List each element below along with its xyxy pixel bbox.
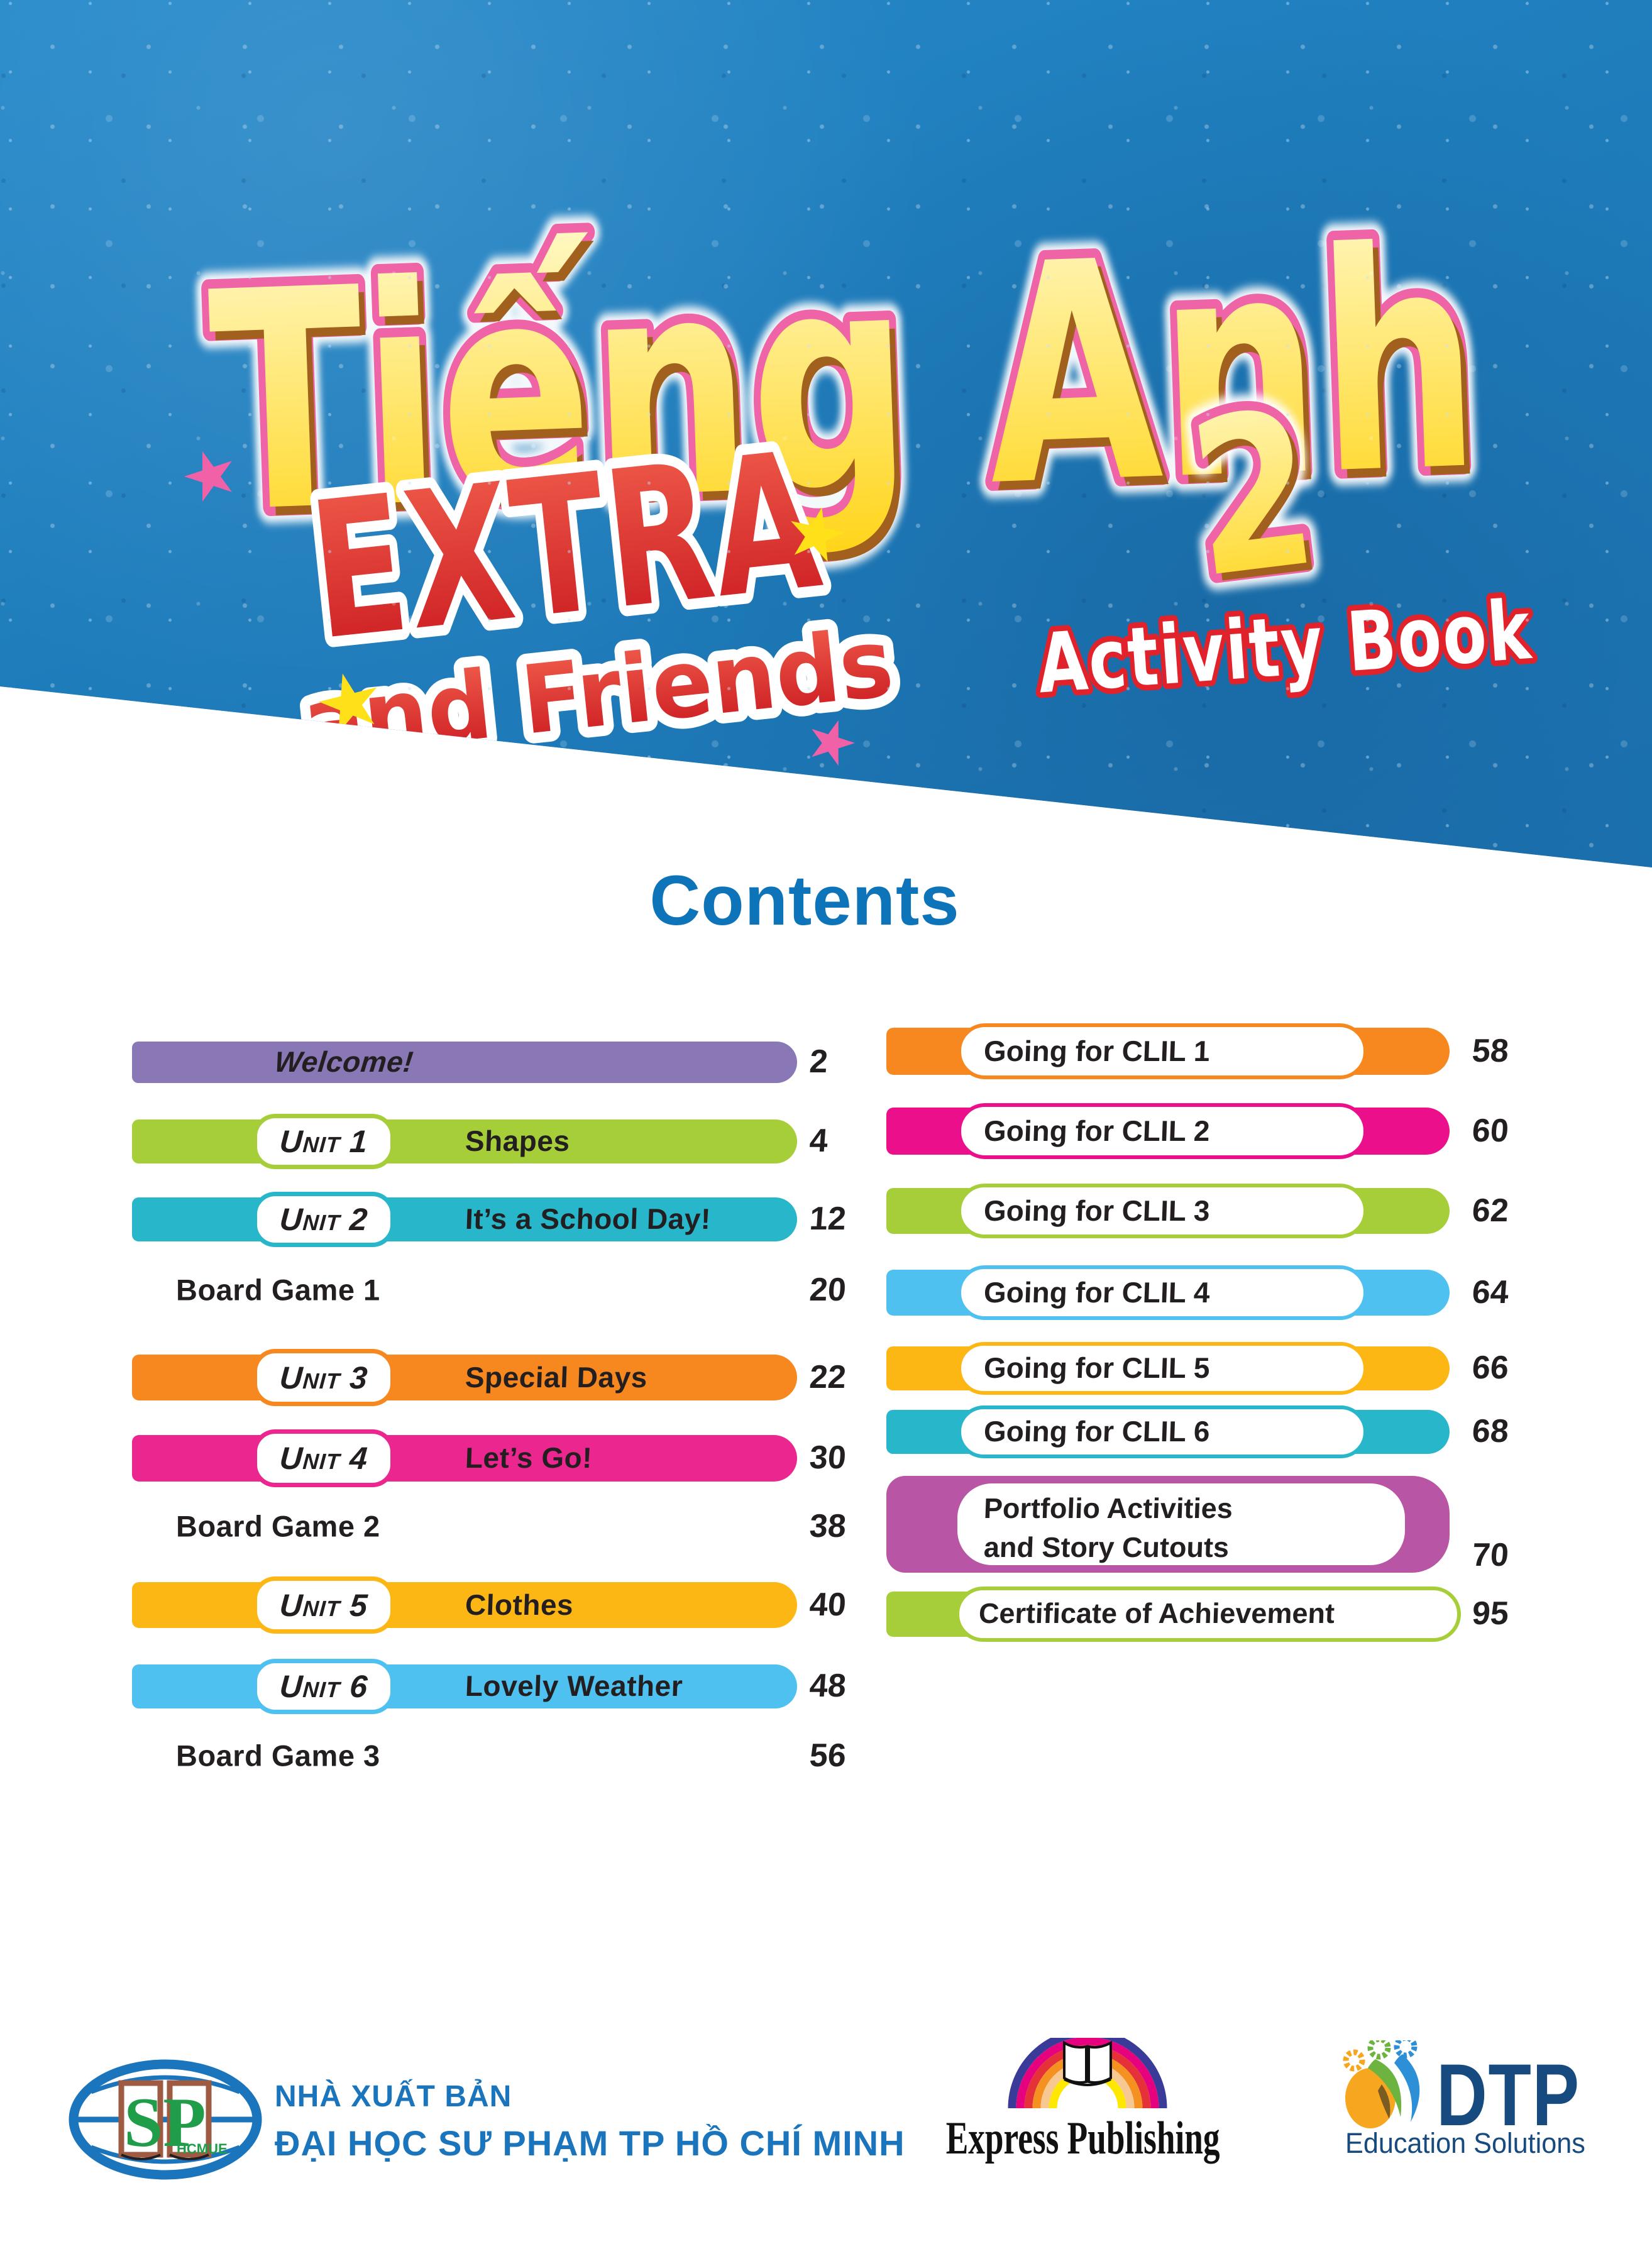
toc-label: Going for CLIL 3 (983, 1194, 1211, 1227)
toc-row-clil-4: Going for CLIL 4 64 (0, 1265, 1652, 1320)
cover-banner: Tiếng Anh Tiếng Anh Tiếng Anh Tiếng Anh … (0, 0, 1652, 867)
toc-label: Going for CLIL 2 (983, 1114, 1211, 1147)
page-number: 58 (1470, 1032, 1510, 1069)
toc-row-unit-5: Unit 5 Clothes 40 (0, 1576, 1652, 1634)
toc-row-welcome: Welcome! 2 (0, 1042, 1652, 1083)
clil-badge (957, 1342, 1367, 1395)
toc-row-unit-2: Unit 2 It’s a School Day! 12 (0, 1192, 1652, 1247)
toc-row-certificate: Certificate of Achievement 95 (0, 1587, 1652, 1642)
toc-label: Going for CLIL 5 (983, 1351, 1211, 1384)
logo-title-shadow: Tiếng Anh (211, 193, 1490, 588)
page-number: 64 (1470, 1273, 1510, 1311)
toc-label: Board Game 1 (176, 1273, 380, 1307)
page-number: 48 (808, 1667, 847, 1704)
logo-title-glow: Tiếng Anh (205, 184, 1484, 580)
toc-label: Board Game 3 (176, 1739, 380, 1773)
sp-logo-letters: SP (124, 2084, 206, 2162)
book-type-fill: Activity Book (1035, 583, 1535, 712)
unit-badge: Unit 1 (253, 1114, 395, 1169)
toc-row-clil-2: Going for CLIL 2 60 (0, 1103, 1652, 1159)
logo-title-outline: Tiếng Anh (205, 184, 1484, 580)
pink-star-icon (184, 451, 233, 502)
unit-badge: Unit 4 (253, 1429, 395, 1487)
toc-row-board-game-3: Board Game 3 56 (0, 1737, 1652, 1776)
toc-bar (132, 1664, 797, 1708)
dtp-subtitle: Education Solutions (1345, 2127, 1590, 2160)
toc-bar (132, 1197, 797, 1241)
dtp-logo-icon (1343, 2040, 1420, 2128)
page-number: 60 (1470, 1112, 1510, 1149)
unit-badge-label: Unit 6 (278, 1669, 370, 1704)
cover-banner-art: Tiếng Anh Tiếng Anh Tiếng Anh Tiếng Anh … (184, 170, 1539, 789)
toc-label: Certificate of Achievement (978, 1597, 1335, 1629)
clil-badge (957, 1265, 1367, 1320)
page-number: 62 (1470, 1192, 1510, 1229)
sp-logo-sub: HCMUE (177, 2141, 228, 2157)
portfolio-badge (957, 1483, 1405, 1565)
pink-star-icon (812, 720, 855, 766)
dtp-label: DTP (1436, 2045, 1580, 2144)
yellow-star-icon (791, 507, 845, 563)
unit-badge: Unit 2 (253, 1192, 395, 1247)
logo-title-fill: Tiếng Anh (205, 184, 1484, 580)
page-number: 66 (1470, 1349, 1510, 1386)
dtp-subtitle-label: Education Solutions (1345, 2127, 1585, 2159)
toc-label: Going for CLIL 6 (983, 1414, 1211, 1448)
toc-label: Going for CLIL 1 (983, 1034, 1211, 1067)
clil-badge (957, 1405, 1367, 1458)
page-number: 95 (1470, 1595, 1510, 1632)
toc-row-board-game-1: Board Game 1 20 (0, 1271, 1652, 1310)
toc-bar (132, 1435, 797, 1482)
toc-row-unit-1: Unit 1 Shapes 4 (0, 1114, 1652, 1169)
toc-row-clil-3: Going for CLIL 3 62 (0, 1184, 1652, 1238)
toc-row-portfolio: Portfolio Activities and Story Cutouts 7… (0, 1476, 1652, 1573)
page-number: 56 (808, 1737, 847, 1774)
toc-row-board-game-2: Board Game 2 38 (0, 1507, 1652, 1546)
toc-row-unit-3: Unit 3 Special Days 22 (0, 1349, 1652, 1406)
toc-row-clil-6: Going for CLIL 6 68 (0, 1405, 1652, 1458)
toc-label: and Story Cutouts (983, 1531, 1230, 1563)
toc-row-unit-6: Unit 6 Lovely Weather 48 (0, 1659, 1652, 1714)
page-title: Contents (649, 861, 960, 940)
toc-row-clil-5: Going for CLIL 5 66 (0, 1342, 1652, 1395)
publisher-line-2: ĐẠI HỌC SƯ PHẠM TP HỒ CHÍ MINH (275, 2123, 905, 2163)
clil-badge (957, 1103, 1367, 1159)
toc-label: Going for CLIL 4 (983, 1275, 1211, 1309)
toc-row-unit-4: Unit 4 Let’s Go! 30 (0, 1429, 1652, 1487)
certificate-badge (955, 1587, 1461, 1642)
clil-badge (957, 1184, 1367, 1238)
toc-label: Board Game 2 (176, 1509, 380, 1543)
publisher-logo: SP HCMUE (69, 2059, 262, 2180)
toc-label: Portfolio Activities (983, 1492, 1233, 1524)
page-number: 68 (1470, 1412, 1510, 1449)
unit-badge: Unit 5 (253, 1576, 395, 1634)
book-type-label: Activity Book Activity Book (1030, 578, 1539, 717)
unit-badge: Unit 6 (253, 1659, 395, 1714)
toc-bar (132, 1582, 797, 1628)
toc-bar (132, 1119, 797, 1163)
toc-label: Lovely Weather (465, 1669, 684, 1702)
express-publishing-logo-icon (1008, 2038, 1167, 2109)
clil-badge (957, 1023, 1367, 1079)
express-publishing-label: Express Publishing (945, 2113, 1220, 2164)
yellow-star-icon (319, 673, 377, 734)
page-number: 70 (1470, 1537, 1510, 1573)
express-publishing-wordmark: Express Publishing (893, 2112, 1270, 2165)
publisher-name: NHÀ XUẤT BẢN ĐẠI HỌC SƯ PHẠM TP HỒ CHÍ M… (275, 2079, 905, 2164)
toc-row-clil-1: Going for CLIL 1 58 (0, 1023, 1652, 1079)
publisher-line-1: NHÀ XUẤT BẢN (275, 2080, 512, 2113)
toc-bar (132, 1042, 797, 1083)
toc-bar (132, 1355, 797, 1400)
logo-title: Tiếng Anh Tiếng Anh Tiếng Anh Tiếng Anh (191, 170, 1498, 594)
unit-badge: Unit 3 (253, 1349, 395, 1406)
dtp-wordmark: DTP (1436, 2044, 1616, 2146)
logo-extra-fill: EXTRA (302, 410, 830, 683)
